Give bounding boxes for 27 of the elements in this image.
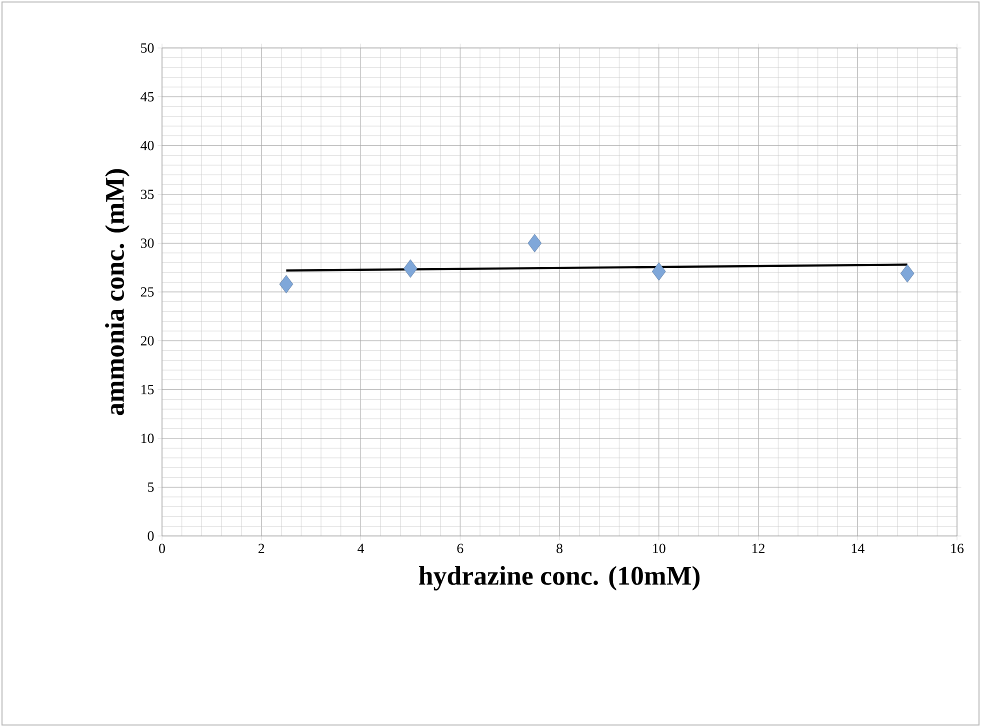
x-tick-label: 8	[556, 544, 562, 554]
x-tick-label: 10	[653, 544, 666, 554]
y-tick-label: 35	[140, 190, 154, 200]
point	[652, 262, 666, 281]
point	[528, 234, 542, 252]
x-tick-label: 4	[358, 544, 364, 553]
y-tick-label: 10	[142, 434, 154, 444]
y-axis-title: ammonia conc. (mM)	[105, 169, 130, 416]
x-tick-label: 0	[159, 544, 165, 554]
y-tick-label: 25	[140, 287, 154, 297]
point	[404, 259, 418, 278]
y-tick-label: 15	[142, 384, 154, 394]
x-tick-label: 12	[752, 544, 764, 553]
x-tick-label: 14	[852, 544, 864, 553]
y-tick-label: 0	[148, 531, 154, 541]
x-tick-label: 16	[951, 544, 964, 554]
y-tick-label: 20	[140, 336, 154, 346]
y-tick-label: 5	[148, 482, 154, 492]
point	[900, 264, 914, 283]
y-tick-label: 40	[140, 140, 154, 150]
y-tick-label: 45	[140, 92, 154, 102]
point	[279, 275, 294, 294]
x-axis-title: hydrazine conc. (10mM)	[418, 566, 700, 590]
x-tick-label: 6	[457, 544, 464, 554]
y-tick-label: 30	[140, 238, 154, 248]
x-tick-label: 2	[258, 544, 264, 553]
y-tick-label: 50	[141, 43, 154, 53]
